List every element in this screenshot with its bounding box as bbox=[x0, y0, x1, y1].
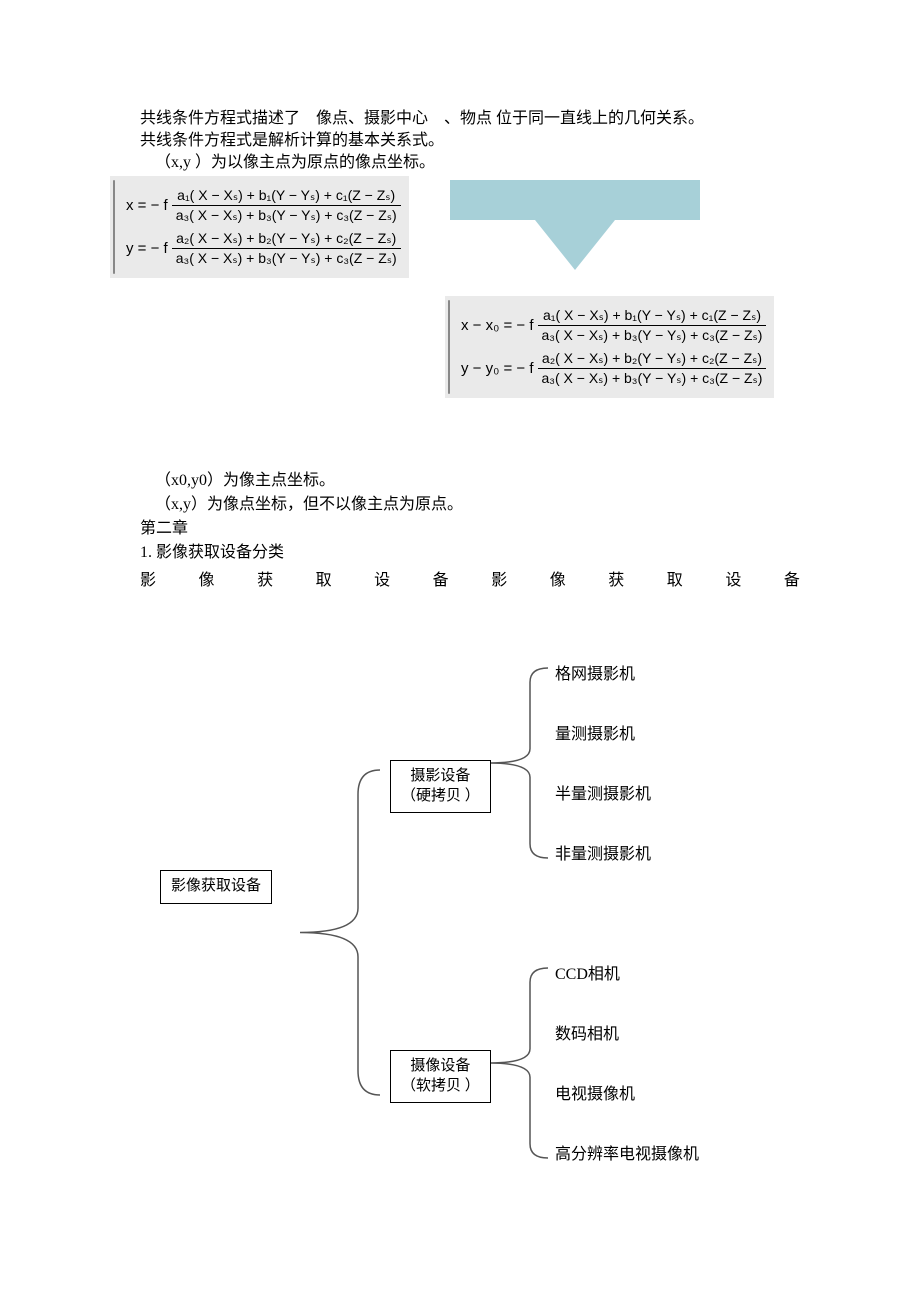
tree-leaf: 非量测摄影机 bbox=[555, 840, 651, 864]
tree-leaf: 数码相机 bbox=[555, 1020, 619, 1044]
tree-mid-node-1: 摄影设备 （硬拷贝 ） bbox=[390, 760, 491, 813]
tree-leaf: 电视摄像机 bbox=[555, 1080, 635, 1104]
tree-mid-sublabel: （硬拷贝 ） bbox=[401, 787, 480, 807]
tree-mid-sublabel: （软拷贝 ） bbox=[401, 1077, 480, 1097]
tree-leaf: 量测摄影机 bbox=[555, 720, 635, 744]
tree-mid-node-2: 摄像设备 （软拷贝 ） bbox=[390, 1050, 491, 1103]
tree-braces-icon bbox=[0, 0, 920, 1303]
tree-root-node: 影像获取设备 bbox=[160, 870, 272, 904]
tree-mid-label: 摄影设备 bbox=[401, 767, 480, 787]
tree-leaf: CCD相机 bbox=[555, 960, 620, 984]
tree-leaf: 半量测摄影机 bbox=[555, 780, 651, 804]
tree-leaf: 格网摄影机 bbox=[555, 660, 635, 684]
tree-mid-label: 摄像设备 bbox=[401, 1057, 480, 1077]
tree-leaf: 高分辨率电视摄像机 bbox=[555, 1140, 699, 1164]
